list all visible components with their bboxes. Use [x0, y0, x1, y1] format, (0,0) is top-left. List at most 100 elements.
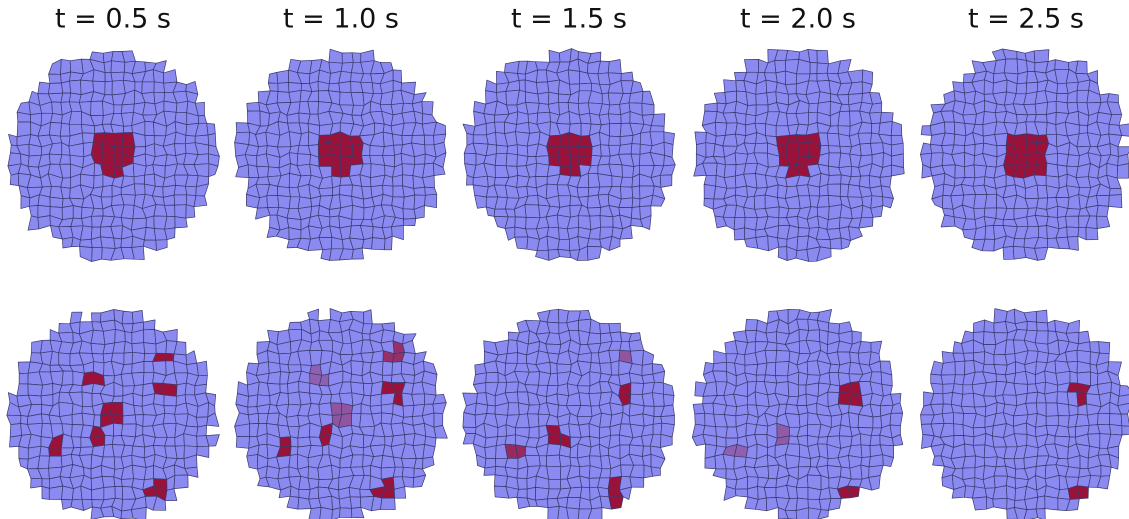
cell — [809, 103, 819, 113]
cell — [631, 144, 640, 155]
cell — [650, 126, 664, 132]
cell — [600, 469, 611, 478]
cell — [764, 488, 776, 499]
cell — [608, 60, 621, 74]
cell — [745, 319, 757, 330]
cell — [1035, 331, 1048, 344]
cell — [1121, 414, 1129, 426]
cell — [9, 134, 18, 145]
cell — [629, 91, 643, 103]
cell — [1026, 403, 1038, 415]
cell — [579, 310, 591, 320]
cell — [859, 217, 873, 228]
cell — [734, 228, 745, 240]
cell — [525, 205, 540, 218]
cell — [61, 81, 70, 93]
cell — [724, 80, 737, 93]
cell — [985, 194, 997, 208]
cell — [322, 444, 329, 455]
cell — [858, 352, 871, 365]
cell — [351, 155, 363, 165]
cell — [578, 155, 592, 166]
cell — [549, 479, 561, 489]
cell — [547, 466, 561, 479]
cell — [434, 413, 443, 427]
cell — [186, 205, 195, 219]
cell — [342, 53, 353, 64]
cell — [525, 92, 539, 103]
cell — [1107, 94, 1118, 103]
cell — [392, 134, 402, 145]
cell — [547, 444, 561, 456]
cell — [40, 446, 50, 456]
panel-title: t = 1.5 s — [511, 4, 627, 35]
cell — [961, 393, 974, 407]
cell — [664, 155, 676, 166]
cell — [849, 413, 859, 428]
cell — [60, 123, 70, 136]
cell — [50, 197, 63, 207]
cell — [827, 133, 840, 146]
cell — [942, 475, 954, 490]
cell — [529, 427, 539, 439]
cell — [350, 434, 364, 448]
cell-disk — [694, 49, 905, 261]
cell — [505, 227, 515, 240]
cell — [1057, 216, 1066, 228]
cell — [236, 165, 249, 178]
cell — [1025, 497, 1038, 510]
cell — [247, 102, 260, 111]
cell — [517, 478, 527, 489]
cell — [291, 437, 299, 447]
cell — [858, 133, 872, 144]
cell — [608, 114, 621, 124]
cell — [1066, 209, 1081, 217]
cell — [1090, 342, 1100, 354]
cell — [145, 121, 154, 135]
cell — [955, 165, 965, 178]
cell — [38, 82, 50, 94]
cell — [185, 383, 195, 395]
cell — [69, 93, 81, 102]
cell — [891, 121, 902, 135]
cell — [289, 228, 301, 240]
cell — [518, 74, 526, 81]
cell — [609, 497, 623, 509]
cell-disk — [463, 49, 675, 261]
cell — [507, 340, 517, 354]
cell — [339, 81, 351, 92]
cell — [632, 198, 640, 208]
cell — [59, 353, 70, 366]
cell — [280, 437, 291, 447]
cell — [754, 195, 765, 209]
cell — [961, 406, 976, 413]
cell — [920, 143, 931, 155]
cell — [536, 499, 548, 508]
panel-title: t = 1.0 s — [283, 4, 399, 35]
cell — [186, 186, 197, 195]
cell-disk — [7, 310, 220, 519]
cell — [869, 455, 883, 467]
cell — [1066, 467, 1081, 478]
cell — [745, 330, 756, 342]
cell — [546, 344, 561, 354]
cell — [164, 395, 177, 406]
cell — [71, 218, 83, 226]
cell — [69, 143, 84, 156]
cell — [320, 507, 333, 519]
cell — [350, 497, 361, 509]
cell — [869, 465, 884, 477]
cell — [536, 163, 550, 176]
cell — [121, 479, 133, 487]
cell — [861, 465, 869, 479]
cell — [38, 195, 50, 207]
cell — [1110, 414, 1122, 426]
cell — [1027, 321, 1037, 330]
cell — [778, 247, 787, 261]
cell — [114, 153, 122, 168]
cell — [817, 50, 828, 63]
cell — [756, 93, 768, 105]
cell — [52, 102, 63, 115]
cell — [82, 499, 92, 510]
cell — [724, 165, 736, 178]
